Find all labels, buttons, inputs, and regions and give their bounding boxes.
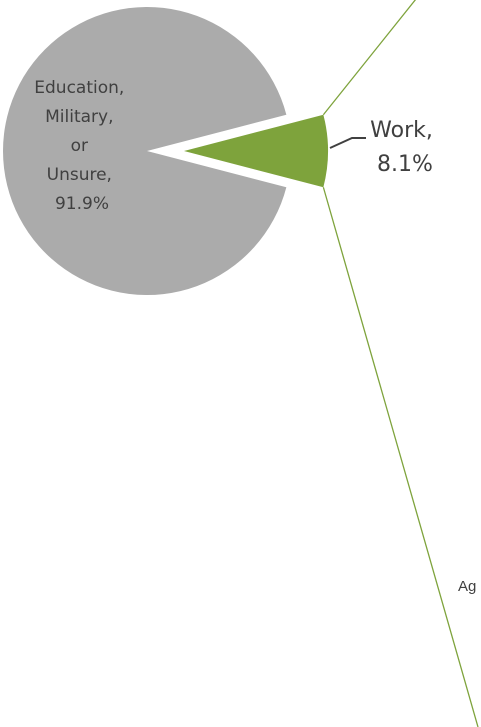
slice-value-label: 91.9% — [55, 194, 109, 214]
slice-label-education: Education, Military, or Unsure, 91.9% — [34, 78, 129, 214]
slice-value-label: 8.1% — [377, 152, 433, 177]
slice-label-line: Military, — [45, 107, 113, 127]
slice-label-line: Unsure, — [47, 165, 112, 185]
secondary-chart-label-fragment: Ag — [458, 578, 476, 595]
slice-label-work: Work, 8.1% — [370, 118, 440, 177]
slice-label-line: Work, — [370, 118, 433, 143]
slice-label-line: or — [71, 136, 88, 156]
connector-line-top — [322, 0, 417, 116]
pie-slice-education-military-unsure — [3, 7, 287, 295]
slice-label-line: Education, — [34, 78, 124, 98]
work-label-leader-line — [329, 137, 366, 149]
pie-slice-work — [184, 114, 329, 188]
connector-line-bottom — [322, 187, 479, 727]
